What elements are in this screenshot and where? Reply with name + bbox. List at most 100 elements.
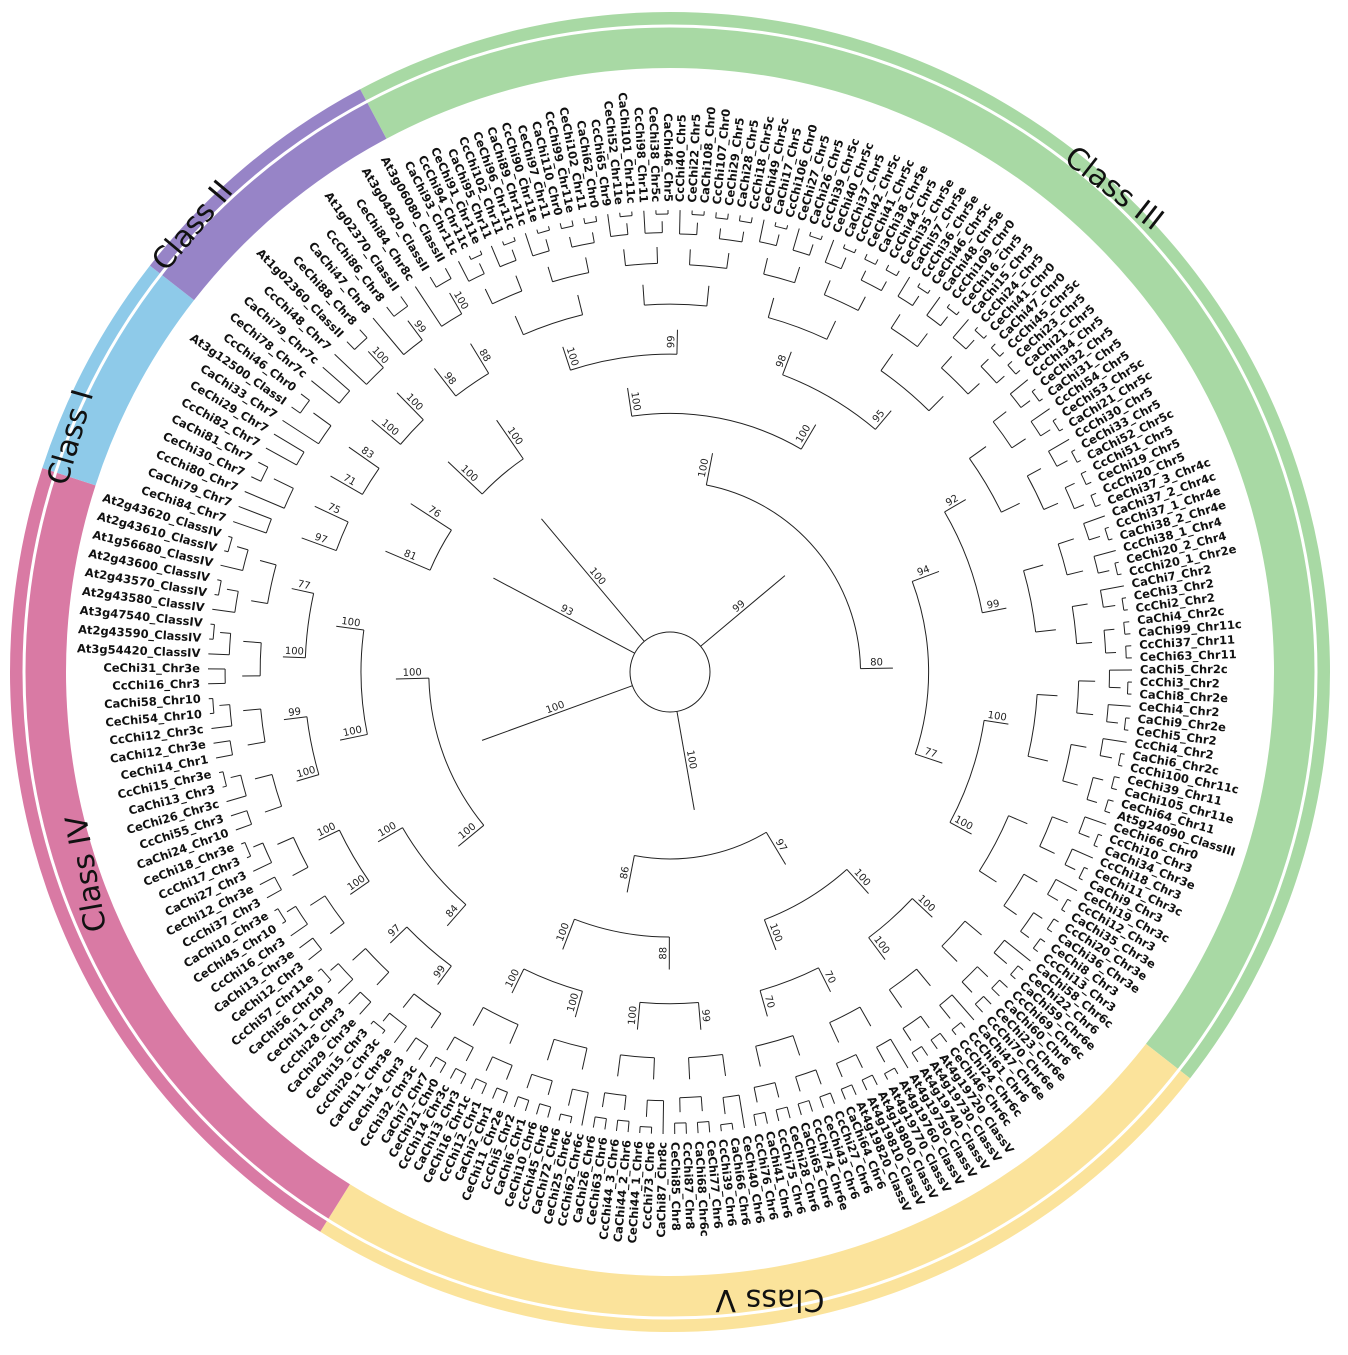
branch-line (974, 326, 979, 331)
bootstrap-label: 70 (762, 994, 776, 1009)
branch-line (951, 994, 975, 1021)
branch-line (860, 270, 867, 281)
branch-line (350, 880, 370, 895)
branch-line (212, 608, 235, 613)
bootstrap-label: 77 (923, 746, 939, 760)
branch-line (230, 810, 248, 817)
bootstrap-label: 100 (915, 893, 936, 914)
branch-line (308, 949, 322, 961)
branch-line (1040, 938, 1046, 943)
branch-arc (312, 937, 323, 950)
leaf-labels: CaChi93_Chr11cCcChi94_Chr11cCeChi91_Chr1… (77, 92, 1243, 1244)
branch-line (722, 1097, 726, 1115)
branch-line (224, 550, 229, 553)
branch-arc (885, 269, 897, 277)
branch-line (402, 993, 415, 1008)
branch-line (996, 375, 1005, 384)
branch-line (1048, 438, 1070, 452)
bootstrap-label: 100 (341, 616, 361, 629)
branch-line (1010, 974, 1016, 980)
branch-arc (890, 327, 918, 348)
bootstrap-label: 99 (666, 335, 677, 348)
branch-line (874, 259, 879, 265)
branch-line (800, 424, 817, 450)
branch-line (367, 351, 384, 368)
branch-arc (283, 488, 294, 509)
branch-line (991, 987, 1000, 997)
branch-line (526, 1074, 533, 1089)
branch-line (581, 1092, 589, 1126)
branch-line (880, 281, 887, 291)
branch-line (515, 275, 523, 292)
branch-line (1067, 898, 1072, 902)
branch-line (1071, 449, 1076, 453)
branch-arc (468, 273, 485, 282)
branch-line (484, 288, 493, 305)
branch-line (1108, 704, 1131, 707)
branch-line (1052, 418, 1057, 422)
branch-line (604, 1118, 607, 1130)
branch-line (547, 1080, 553, 1095)
branch-line (524, 233, 534, 257)
branch-line (434, 368, 457, 397)
branch-arc (645, 232, 663, 234)
branch-line (217, 579, 222, 582)
branch-line (393, 1026, 407, 1044)
branch-line (496, 419, 524, 460)
branch-line (395, 677, 429, 680)
branch-arc (759, 241, 777, 247)
branch-line (485, 1056, 493, 1071)
branch-line (407, 320, 423, 341)
branch-line (1052, 816, 1068, 824)
branch-arc (217, 580, 222, 596)
branch-arc (274, 876, 282, 890)
branch-line (797, 1103, 802, 1116)
branch-line (700, 575, 786, 647)
branch-arc (1009, 393, 1022, 408)
branch-line (759, 219, 765, 242)
branch-line (336, 625, 364, 631)
branch-line (219, 704, 230, 706)
branch-line (1114, 776, 1120, 779)
branch-line (753, 1087, 758, 1103)
branch-arc (1030, 421, 1042, 437)
branch-arc (259, 642, 262, 676)
branch-arc (552, 272, 589, 283)
branch-line (1010, 379, 1029, 395)
branch-line (961, 981, 973, 993)
branch-line (1076, 641, 1093, 645)
branch-line (1047, 928, 1053, 933)
branch-arc (797, 1100, 810, 1105)
branch-arc (939, 994, 953, 1006)
branch-line (983, 995, 992, 1005)
branch-arc (1046, 918, 1055, 930)
branch-line (941, 356, 953, 369)
branch-line (960, 1022, 966, 1028)
branch-line (569, 1116, 573, 1124)
branch-line (243, 640, 262, 644)
branch-line (283, 716, 307, 721)
branch-line (1076, 460, 1081, 463)
branch-line (1047, 893, 1059, 901)
branch-line (738, 1095, 745, 1129)
bootstrap-label: 98 (441, 370, 457, 387)
branch-arc (265, 518, 272, 534)
branch-arc (1023, 570, 1037, 633)
branch-arc (366, 367, 384, 385)
bootstrap-label: 100 (628, 391, 642, 412)
branch-line (1099, 755, 1113, 759)
root-arc (629, 631, 711, 713)
branch-line (809, 231, 812, 236)
branch-arc (868, 898, 913, 939)
branch-arc (1048, 451, 1058, 467)
branch-line (1121, 597, 1127, 599)
branch-line (253, 862, 272, 872)
branch-arc (318, 425, 332, 445)
branch-line (897, 276, 911, 297)
branch-arc (1026, 475, 1045, 510)
branch-line (244, 491, 285, 509)
branch-arc (571, 242, 595, 248)
branch-line (460, 1073, 467, 1085)
branch-line (607, 214, 612, 237)
branch-line (829, 1022, 840, 1043)
